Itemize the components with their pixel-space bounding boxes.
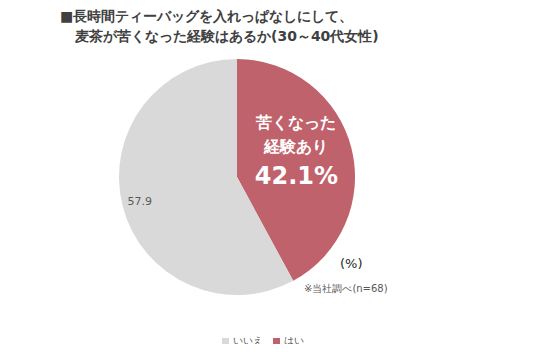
svg-text:42.1%: 42.1%: [255, 162, 338, 190]
html-text:いいえ: いいえ: [233, 335, 263, 346]
svg-text:経験あり: 経験あり: [263, 137, 328, 156]
html-text:※当社調べ(n=68): ※当社調べ(n=68): [304, 283, 388, 294]
svg-text:57.9: 57.9: [128, 195, 153, 208]
html-text:麦茶が苦くなった経験はあるか(30～40代女性): 麦茶が苦くなった経験はあるか(30～40代女性): [75, 28, 379, 44]
html-text:■長時間ティーバッグを入れっぱなしにして、: ■長時間ティーバッグを入れっぱなしにして、: [60, 8, 354, 24]
svg-text:苦くなった: 苦くなった: [255, 113, 336, 132]
html-text:はい: はい: [284, 335, 304, 346]
